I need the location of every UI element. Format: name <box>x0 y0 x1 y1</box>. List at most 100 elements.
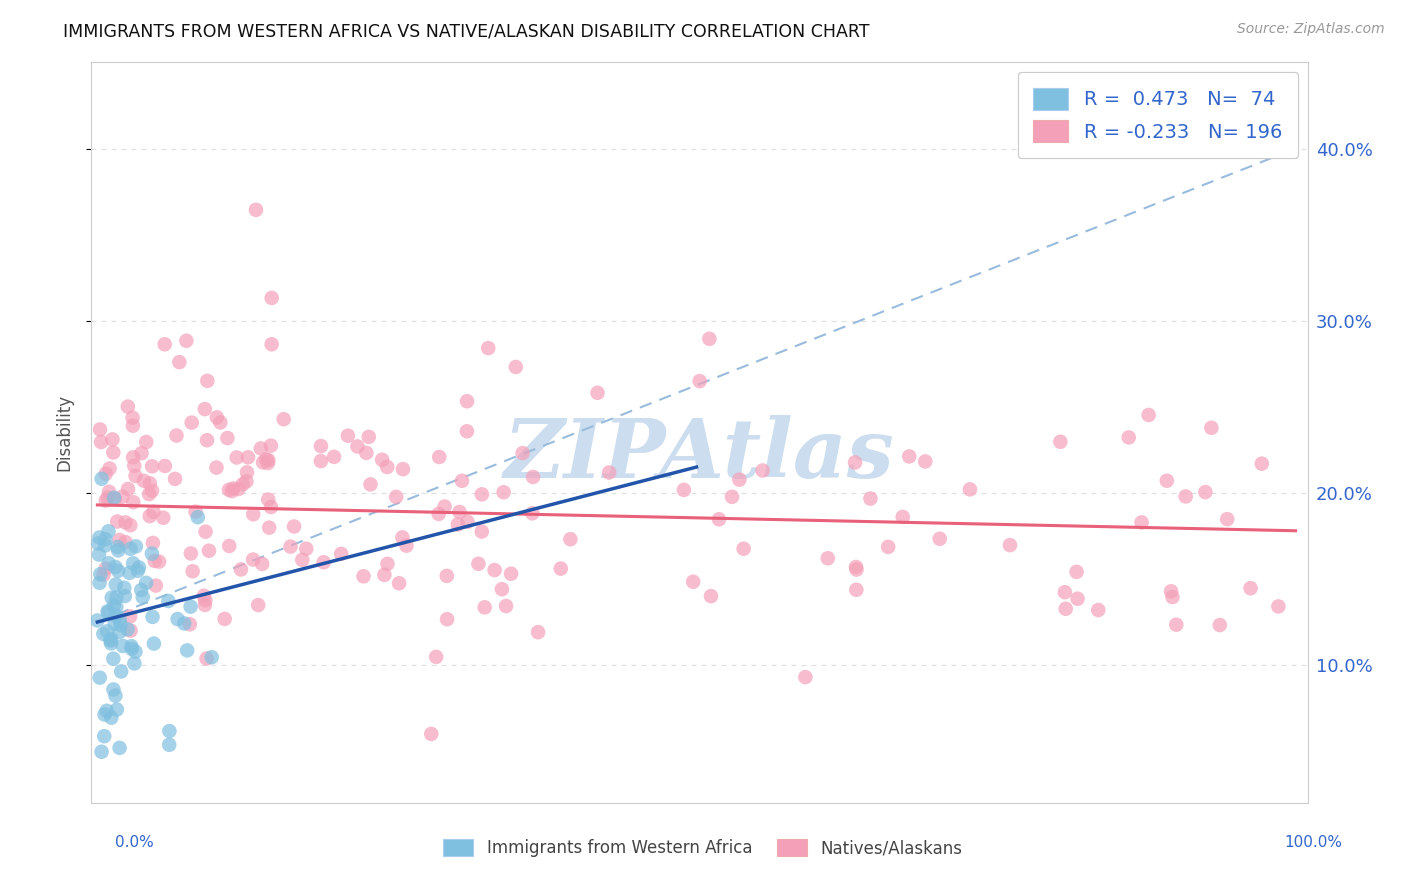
Point <box>98 461 121 475</box>
Point <box>120 609 142 624</box>
Point <box>707 512 730 526</box>
Point <box>845 560 868 574</box>
Point <box>235 475 257 489</box>
Point <box>522 470 544 484</box>
Point <box>672 483 695 497</box>
Point <box>96 704 118 718</box>
Point <box>105 702 128 716</box>
Point <box>105 515 128 529</box>
Point <box>97 604 120 618</box>
Point <box>751 463 773 477</box>
Point <box>959 483 981 497</box>
Point <box>104 689 127 703</box>
Legend: Immigrants from Western Africa, Natives/Alaskans: Immigrants from Western Africa, Natives/… <box>434 831 972 866</box>
Point <box>135 575 157 590</box>
Point <box>700 589 723 603</box>
Point <box>218 539 240 553</box>
Point <box>373 567 395 582</box>
Point <box>257 492 280 507</box>
Point <box>110 618 132 632</box>
Point <box>180 546 202 560</box>
Point <box>114 535 136 549</box>
Point <box>898 450 921 464</box>
Legend: R =  0.473   N=  74, R = -0.233   N= 196: R = 0.473 N= 74, R = -0.233 N= 196 <box>1018 72 1298 158</box>
Point <box>522 506 544 520</box>
Point <box>236 466 259 480</box>
Point <box>457 515 479 529</box>
Point <box>395 539 418 553</box>
Point <box>245 202 267 217</box>
Point <box>357 430 380 444</box>
Point <box>474 600 496 615</box>
Point <box>111 639 134 653</box>
Point <box>157 738 180 752</box>
Point <box>385 490 408 504</box>
Point <box>96 624 118 639</box>
Point <box>228 482 250 496</box>
Point <box>273 412 295 426</box>
Point <box>157 724 180 739</box>
Point <box>451 474 474 488</box>
Point <box>93 707 115 722</box>
Point <box>120 541 142 556</box>
Point <box>1201 421 1223 435</box>
Point <box>1054 601 1077 615</box>
Point <box>353 569 375 583</box>
Point <box>845 582 868 597</box>
Point <box>598 466 620 480</box>
Point <box>104 560 127 574</box>
Point <box>1066 591 1088 606</box>
Point <box>100 632 122 646</box>
Point <box>124 657 146 671</box>
Point <box>257 453 280 467</box>
Text: Source: ZipAtlas.com: Source: ZipAtlas.com <box>1237 22 1385 37</box>
Point <box>89 575 111 590</box>
Point <box>427 450 450 464</box>
Point <box>101 433 124 447</box>
Point <box>100 711 122 725</box>
Point <box>433 500 456 514</box>
Point <box>94 493 117 508</box>
Point <box>1174 490 1197 504</box>
Point <box>120 624 142 638</box>
Point <box>129 582 152 597</box>
Point <box>128 560 150 574</box>
Point <box>491 582 513 597</box>
Point <box>1239 581 1261 595</box>
Point <box>346 440 368 454</box>
Point <box>375 459 398 474</box>
Point <box>104 491 127 506</box>
Point <box>260 337 283 351</box>
Point <box>139 476 162 491</box>
Point <box>330 547 353 561</box>
Point <box>166 612 188 626</box>
Point <box>205 460 228 475</box>
Point <box>456 394 478 409</box>
Point <box>1053 585 1076 599</box>
Point <box>108 740 131 755</box>
Point <box>114 589 136 603</box>
Point <box>141 459 163 474</box>
Point <box>180 599 202 614</box>
Point <box>94 562 117 576</box>
Point <box>254 452 277 467</box>
Point <box>218 483 240 497</box>
Point <box>89 671 111 685</box>
Text: 100.0%: 100.0% <box>1285 836 1343 850</box>
Point <box>505 359 527 374</box>
Point <box>232 477 254 491</box>
Point <box>142 637 165 651</box>
Point <box>499 566 522 581</box>
Point <box>108 533 131 547</box>
Point <box>1137 408 1160 422</box>
Text: 0.0%: 0.0% <box>115 836 155 850</box>
Point <box>138 487 160 501</box>
Point <box>121 410 143 425</box>
Point <box>1087 603 1109 617</box>
Point <box>236 450 259 465</box>
Point <box>181 564 204 578</box>
Point <box>90 472 112 486</box>
Point <box>195 374 218 388</box>
Point <box>87 536 110 550</box>
Point <box>93 729 115 743</box>
